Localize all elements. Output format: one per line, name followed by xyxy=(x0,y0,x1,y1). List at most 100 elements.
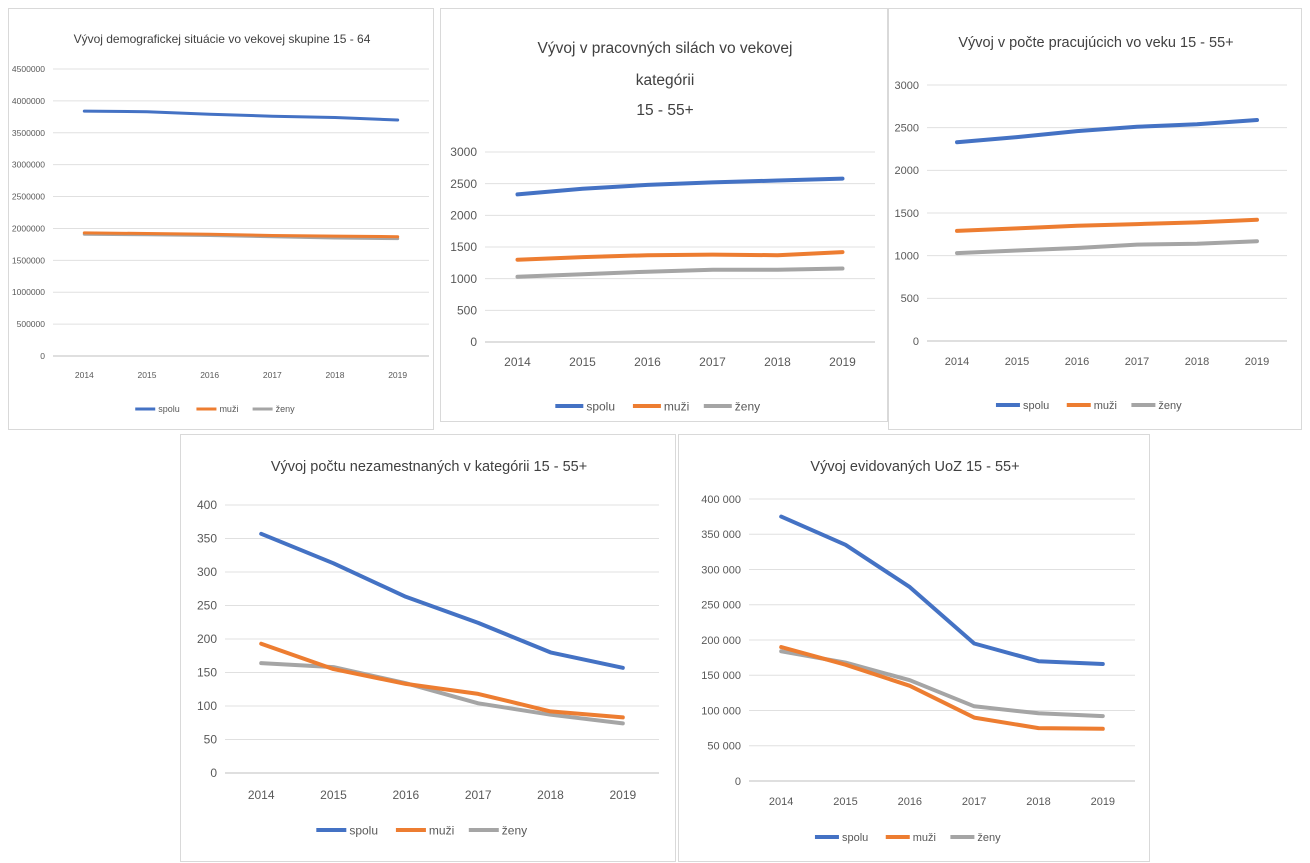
legend-label: spolu xyxy=(842,832,868,844)
x-tick-label: 2019 xyxy=(1245,356,1269,368)
y-tick-label: 1000000 xyxy=(12,287,45,297)
series-line-spolu xyxy=(955,118,1259,145)
x-tick-label: 2016 xyxy=(634,355,661,369)
y-tick-label: 0 xyxy=(40,351,45,361)
y-tick-label: 3000 xyxy=(895,80,919,92)
y-tick-label: 250 000 xyxy=(701,600,741,612)
chart-title: Vývoj počtu nezamestnaných v kategórii 1… xyxy=(271,459,587,475)
series-line-ženy xyxy=(515,266,845,279)
y-tick-label: 3500000 xyxy=(12,128,45,138)
series-line-spolu xyxy=(515,176,845,197)
x-tick-label: 2018 xyxy=(764,355,791,369)
x-tick-label: 2019 xyxy=(388,370,407,380)
series-line-muži xyxy=(259,641,625,720)
series-line-spolu xyxy=(779,514,1105,666)
series-line-muži xyxy=(955,217,1259,233)
y-tick-label: 50 xyxy=(204,733,218,747)
y-tick-label: 350 000 xyxy=(701,529,741,541)
chart-title: Vývoj v pracovných silách vo vekovej xyxy=(537,40,792,57)
legend-label: ženy xyxy=(276,404,296,414)
x-tick-label: 2018 xyxy=(326,370,345,380)
legend-label: ženy xyxy=(735,399,760,413)
x-tick-label: 2017 xyxy=(699,355,726,369)
x-tick-label: 2018 xyxy=(1185,356,1209,368)
x-tick-label: 2014 xyxy=(945,356,969,368)
y-tick-label: 150 xyxy=(197,666,217,680)
y-tick-label: 500 xyxy=(901,293,919,305)
y-tick-label: 200 000 xyxy=(701,635,741,647)
y-tick-label: 500 xyxy=(457,304,477,318)
y-tick-label: 0 xyxy=(735,776,741,788)
y-tick-label: 2500000 xyxy=(12,192,45,202)
x-tick-label: 2019 xyxy=(829,355,856,369)
y-tick-label: 300 xyxy=(197,565,217,579)
y-tick-label: 0 xyxy=(913,336,919,348)
chart-panel-employed: Vývoj v počte pracujúcich vo veku 15 - 5… xyxy=(888,8,1302,430)
legend-label: muži xyxy=(913,832,936,844)
series-line-spolu xyxy=(82,109,400,122)
chart-panel-registered-jobseekers: Vývoj evidovaných UoZ 15 - 55+ 0 50 000 100… xyxy=(678,434,1150,862)
y-tick-label: 1500000 xyxy=(12,255,45,265)
y-tick-label: 350 xyxy=(197,532,217,546)
y-tick-label: 400 xyxy=(197,498,217,512)
y-tick-label: 3000 xyxy=(450,145,477,159)
chart-panel-labour-force: Vývoj v pracovných silách vo vekovej kate… xyxy=(440,8,888,422)
legend-label: spolu xyxy=(349,823,378,837)
x-tick-label: 2016 xyxy=(1065,356,1089,368)
y-tick-label: 500000 xyxy=(17,319,46,329)
x-tick-label: 2014 xyxy=(248,788,275,802)
legend-label: spolu xyxy=(586,399,615,413)
chart-title: Vývoj demografickej situácie vo vekovej … xyxy=(74,32,371,46)
x-tick-label: 2016 xyxy=(200,370,219,380)
series-line-ženy xyxy=(955,239,1259,256)
y-tick-label: 400 000 xyxy=(701,494,741,506)
x-tick-label: 2016 xyxy=(898,796,922,808)
line-chart: Vývoj v počte pracujúcich vo veku 15 - 5… xyxy=(895,35,1287,412)
y-tick-label: 2000 xyxy=(895,165,919,177)
y-tick-label: 1500 xyxy=(450,240,477,254)
y-tick-label: 100 000 xyxy=(701,705,741,717)
x-tick-label: 2018 xyxy=(1026,796,1050,808)
series-line-muži xyxy=(515,250,845,262)
chart-panel-demography: Vývoj demografickej situácie vo vekovej … xyxy=(8,8,434,430)
y-tick-label: 2500 xyxy=(450,177,477,191)
series-line-muži xyxy=(779,645,1105,731)
x-tick-label: 2015 xyxy=(138,370,157,380)
y-tick-label: 2000 xyxy=(450,209,477,223)
y-tick-label: 2000000 xyxy=(12,223,45,233)
y-tick-label: 1000 xyxy=(450,272,477,286)
x-tick-label: 2015 xyxy=(569,355,596,369)
y-tick-label: 1500 xyxy=(895,208,919,220)
y-tick-label: 2500 xyxy=(895,123,919,135)
chart-title: Vývoj v počte pracujúcich vo veku 15 - 5… xyxy=(958,35,1233,51)
x-tick-label: 2018 xyxy=(537,788,564,802)
x-tick-label: 2015 xyxy=(1005,356,1029,368)
line-chart: Vývoj v pracovných silách vo vekovej kate… xyxy=(450,40,875,413)
y-tick-label: 50 000 xyxy=(707,741,741,753)
y-tick-label: 200 xyxy=(197,632,217,646)
y-tick-label: 4000000 xyxy=(12,96,45,106)
y-tick-label: 0 xyxy=(470,335,477,349)
x-tick-label: 2017 xyxy=(263,370,282,380)
x-tick-label: 2014 xyxy=(75,370,94,380)
legend-label: muži xyxy=(429,823,454,837)
line-chart: Vývoj počtu nezamestnaných v kategórii 1… xyxy=(197,459,659,837)
chart-title: kategórii xyxy=(636,72,695,89)
x-tick-label: 2014 xyxy=(769,796,793,808)
y-tick-label: 4500000 xyxy=(12,64,45,74)
y-tick-label: 0 xyxy=(210,766,217,780)
legend-label: ženy xyxy=(977,832,1001,844)
x-tick-label: 2016 xyxy=(392,788,419,802)
legend-label: muži xyxy=(1094,400,1117,412)
legend-label: muži xyxy=(664,399,689,413)
legend-label: ženy xyxy=(502,823,527,837)
y-tick-label: 1000 xyxy=(895,251,919,263)
series-line-spolu xyxy=(259,531,625,670)
series-line-muži xyxy=(82,231,400,239)
legend-label: spolu xyxy=(1023,400,1049,412)
y-tick-label: 250 xyxy=(197,599,217,613)
chart-title: Vývoj evidovaných UoZ 15 - 55+ xyxy=(810,459,1019,475)
x-tick-label: 2017 xyxy=(465,788,492,802)
y-tick-label: 3000000 xyxy=(12,160,45,170)
x-tick-label: 2014 xyxy=(504,355,531,369)
